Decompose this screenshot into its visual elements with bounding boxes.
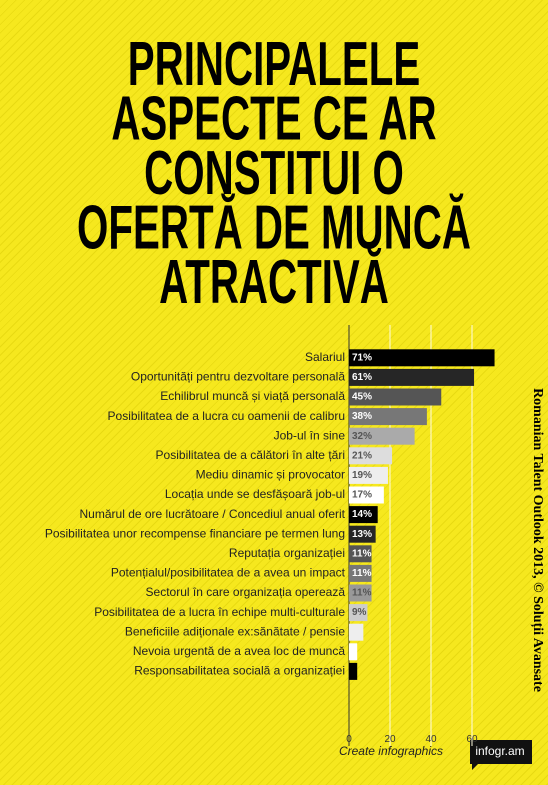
value-label: 13%	[352, 529, 372, 540]
category-label: Locația unde se desfășoară job-ul	[165, 487, 345, 501]
bar	[349, 525, 376, 543]
x-tick-label: 60	[466, 734, 478, 745]
category-label: Beneficiile adiționale ex:sănătate / pen…	[125, 624, 345, 638]
value-label: 14%	[352, 509, 372, 520]
bar	[349, 466, 388, 484]
value-label: 38%	[352, 411, 372, 422]
category-label: Echilibrul muncă și viață personală	[160, 389, 345, 403]
value-label: 45%	[352, 392, 372, 403]
value-label: 32%	[352, 431, 372, 442]
bar	[349, 427, 415, 445]
x-tick-label: 0	[346, 734, 352, 745]
value-label: 11%	[352, 548, 372, 559]
brand-box[interactable]	[470, 740, 532, 770]
footer-brand[interactable]: infogr.am	[475, 744, 524, 758]
category-label: Posibilitatea de a lucra cu oamenii de c…	[108, 409, 345, 423]
category-label: Potențialul/posibilitatea de a avea un i…	[111, 566, 346, 580]
bar	[349, 623, 364, 641]
bar	[349, 564, 372, 582]
category-label: Responsabilitatea socială a organizației	[134, 664, 345, 678]
x-tick-label: 20	[384, 734, 396, 745]
category-label: Reputația organizației	[229, 546, 345, 560]
title-line: OFERTĂ DE MUNCĂ	[77, 194, 471, 263]
value-label: 61%	[352, 372, 372, 383]
value-label: 19%	[352, 470, 372, 481]
bar	[349, 545, 372, 563]
value-label: 11%	[352, 568, 372, 579]
category-label: Sectorul în care organizația operează	[146, 585, 346, 599]
bar	[349, 604, 368, 622]
value-label: 21%	[352, 450, 372, 461]
bar	[349, 643, 358, 661]
footer-text[interactable]: Create infographics	[339, 744, 443, 758]
title-line: PRINCIPALELE	[128, 30, 420, 99]
bar	[349, 368, 475, 386]
bar	[349, 408, 427, 426]
value-label: 71%	[352, 352, 372, 363]
value-label: 11%	[352, 588, 372, 599]
category-label: Salariul	[305, 350, 345, 364]
category-label: Posibilitatea unor recompense financiare…	[45, 526, 345, 540]
title-line: ATRACTIVĂ	[159, 248, 389, 317]
value-label: 17%	[352, 490, 372, 501]
category-label: Nevoia urgentă de a avea loc de muncă	[133, 644, 345, 658]
title-line: CONSTITUI O	[144, 139, 404, 208]
bar	[349, 584, 372, 602]
bar	[349, 447, 393, 465]
category-label: Mediu dinamic și provocator	[196, 468, 345, 482]
source: Romanian Talent Outlook 2013, © Soluții …	[530, 388, 545, 692]
bar	[349, 349, 495, 367]
bar	[349, 662, 358, 680]
category-label: Job-ul în sine	[274, 428, 346, 442]
bar	[349, 486, 384, 504]
category-label: Posibilitatea de a călători în alte țări	[156, 448, 345, 462]
bar	[349, 388, 442, 406]
bar	[349, 506, 378, 524]
x-tick-label: 40	[425, 734, 437, 745]
category-label: Posibilitatea de a lucra în echipe multi…	[94, 605, 345, 619]
title-line: ASPECTE CE AR	[111, 85, 436, 154]
category-label: Oportunități pentru dezvoltare personală	[131, 370, 345, 384]
value-label: 9%	[352, 607, 367, 618]
category-label: Numărul de ore lucrătoare / Concediul an…	[80, 507, 346, 521]
